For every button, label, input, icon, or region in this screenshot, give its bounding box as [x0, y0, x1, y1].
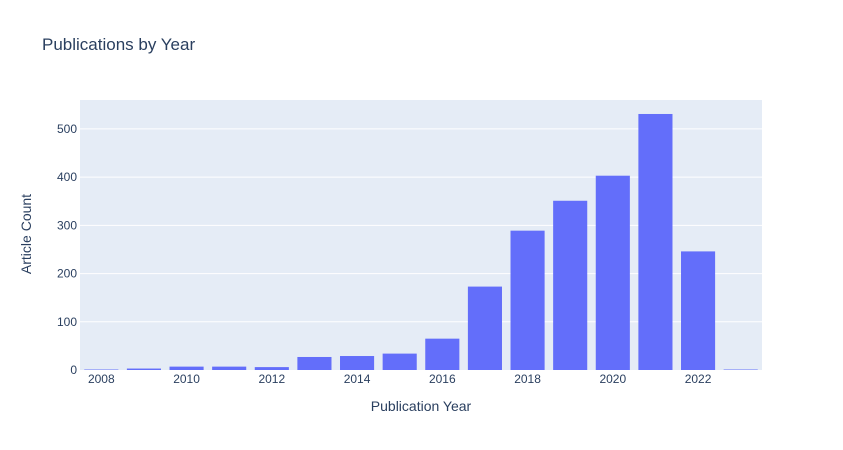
bar-2016 — [425, 338, 460, 370]
x-axis-ticks: 2008 2010 2012 2014 2016 2018 2020 2022 — [88, 372, 712, 386]
x-tick-label: 2018 — [514, 372, 541, 386]
bar-2020 — [595, 175, 630, 370]
x-tick-label: 2008 — [88, 372, 115, 386]
y-tick-label: 0 — [70, 363, 77, 377]
bar-2010 — [169, 366, 204, 370]
y-axis-title: Article Count — [18, 194, 34, 274]
bar-2019 — [553, 200, 588, 370]
y-tick-label: 500 — [57, 122, 77, 136]
y-tick-label: 200 — [57, 267, 77, 281]
y-tick-label: 400 — [57, 170, 77, 184]
x-tick-label: 2022 — [685, 372, 712, 386]
x-tick-label: 2014 — [344, 372, 371, 386]
bar-2022 — [681, 251, 716, 370]
y-axis-ticks: 0 100 200 300 400 500 — [57, 122, 77, 377]
x-axis-title: Publication Year — [371, 398, 472, 414]
bars — [84, 113, 758, 370]
x-tick-label: 2010 — [173, 372, 200, 386]
x-tick-label: 2020 — [599, 372, 626, 386]
chart-title: Publications by Year — [42, 35, 195, 54]
bar-2021 — [638, 113, 673, 370]
y-tick-label: 100 — [57, 315, 77, 329]
bar-2015 — [382, 353, 417, 370]
x-tick-label: 2012 — [258, 372, 285, 386]
bar-2013 — [297, 356, 332, 370]
bar-2011 — [212, 366, 247, 370]
bar-2009 — [126, 368, 161, 370]
bar-2012 — [254, 367, 289, 370]
x-tick-label: 2016 — [429, 372, 456, 386]
bar-2017 — [467, 286, 502, 370]
y-tick-label: 300 — [57, 218, 77, 232]
bar-2018 — [510, 230, 545, 370]
bar-2014 — [340, 356, 375, 370]
